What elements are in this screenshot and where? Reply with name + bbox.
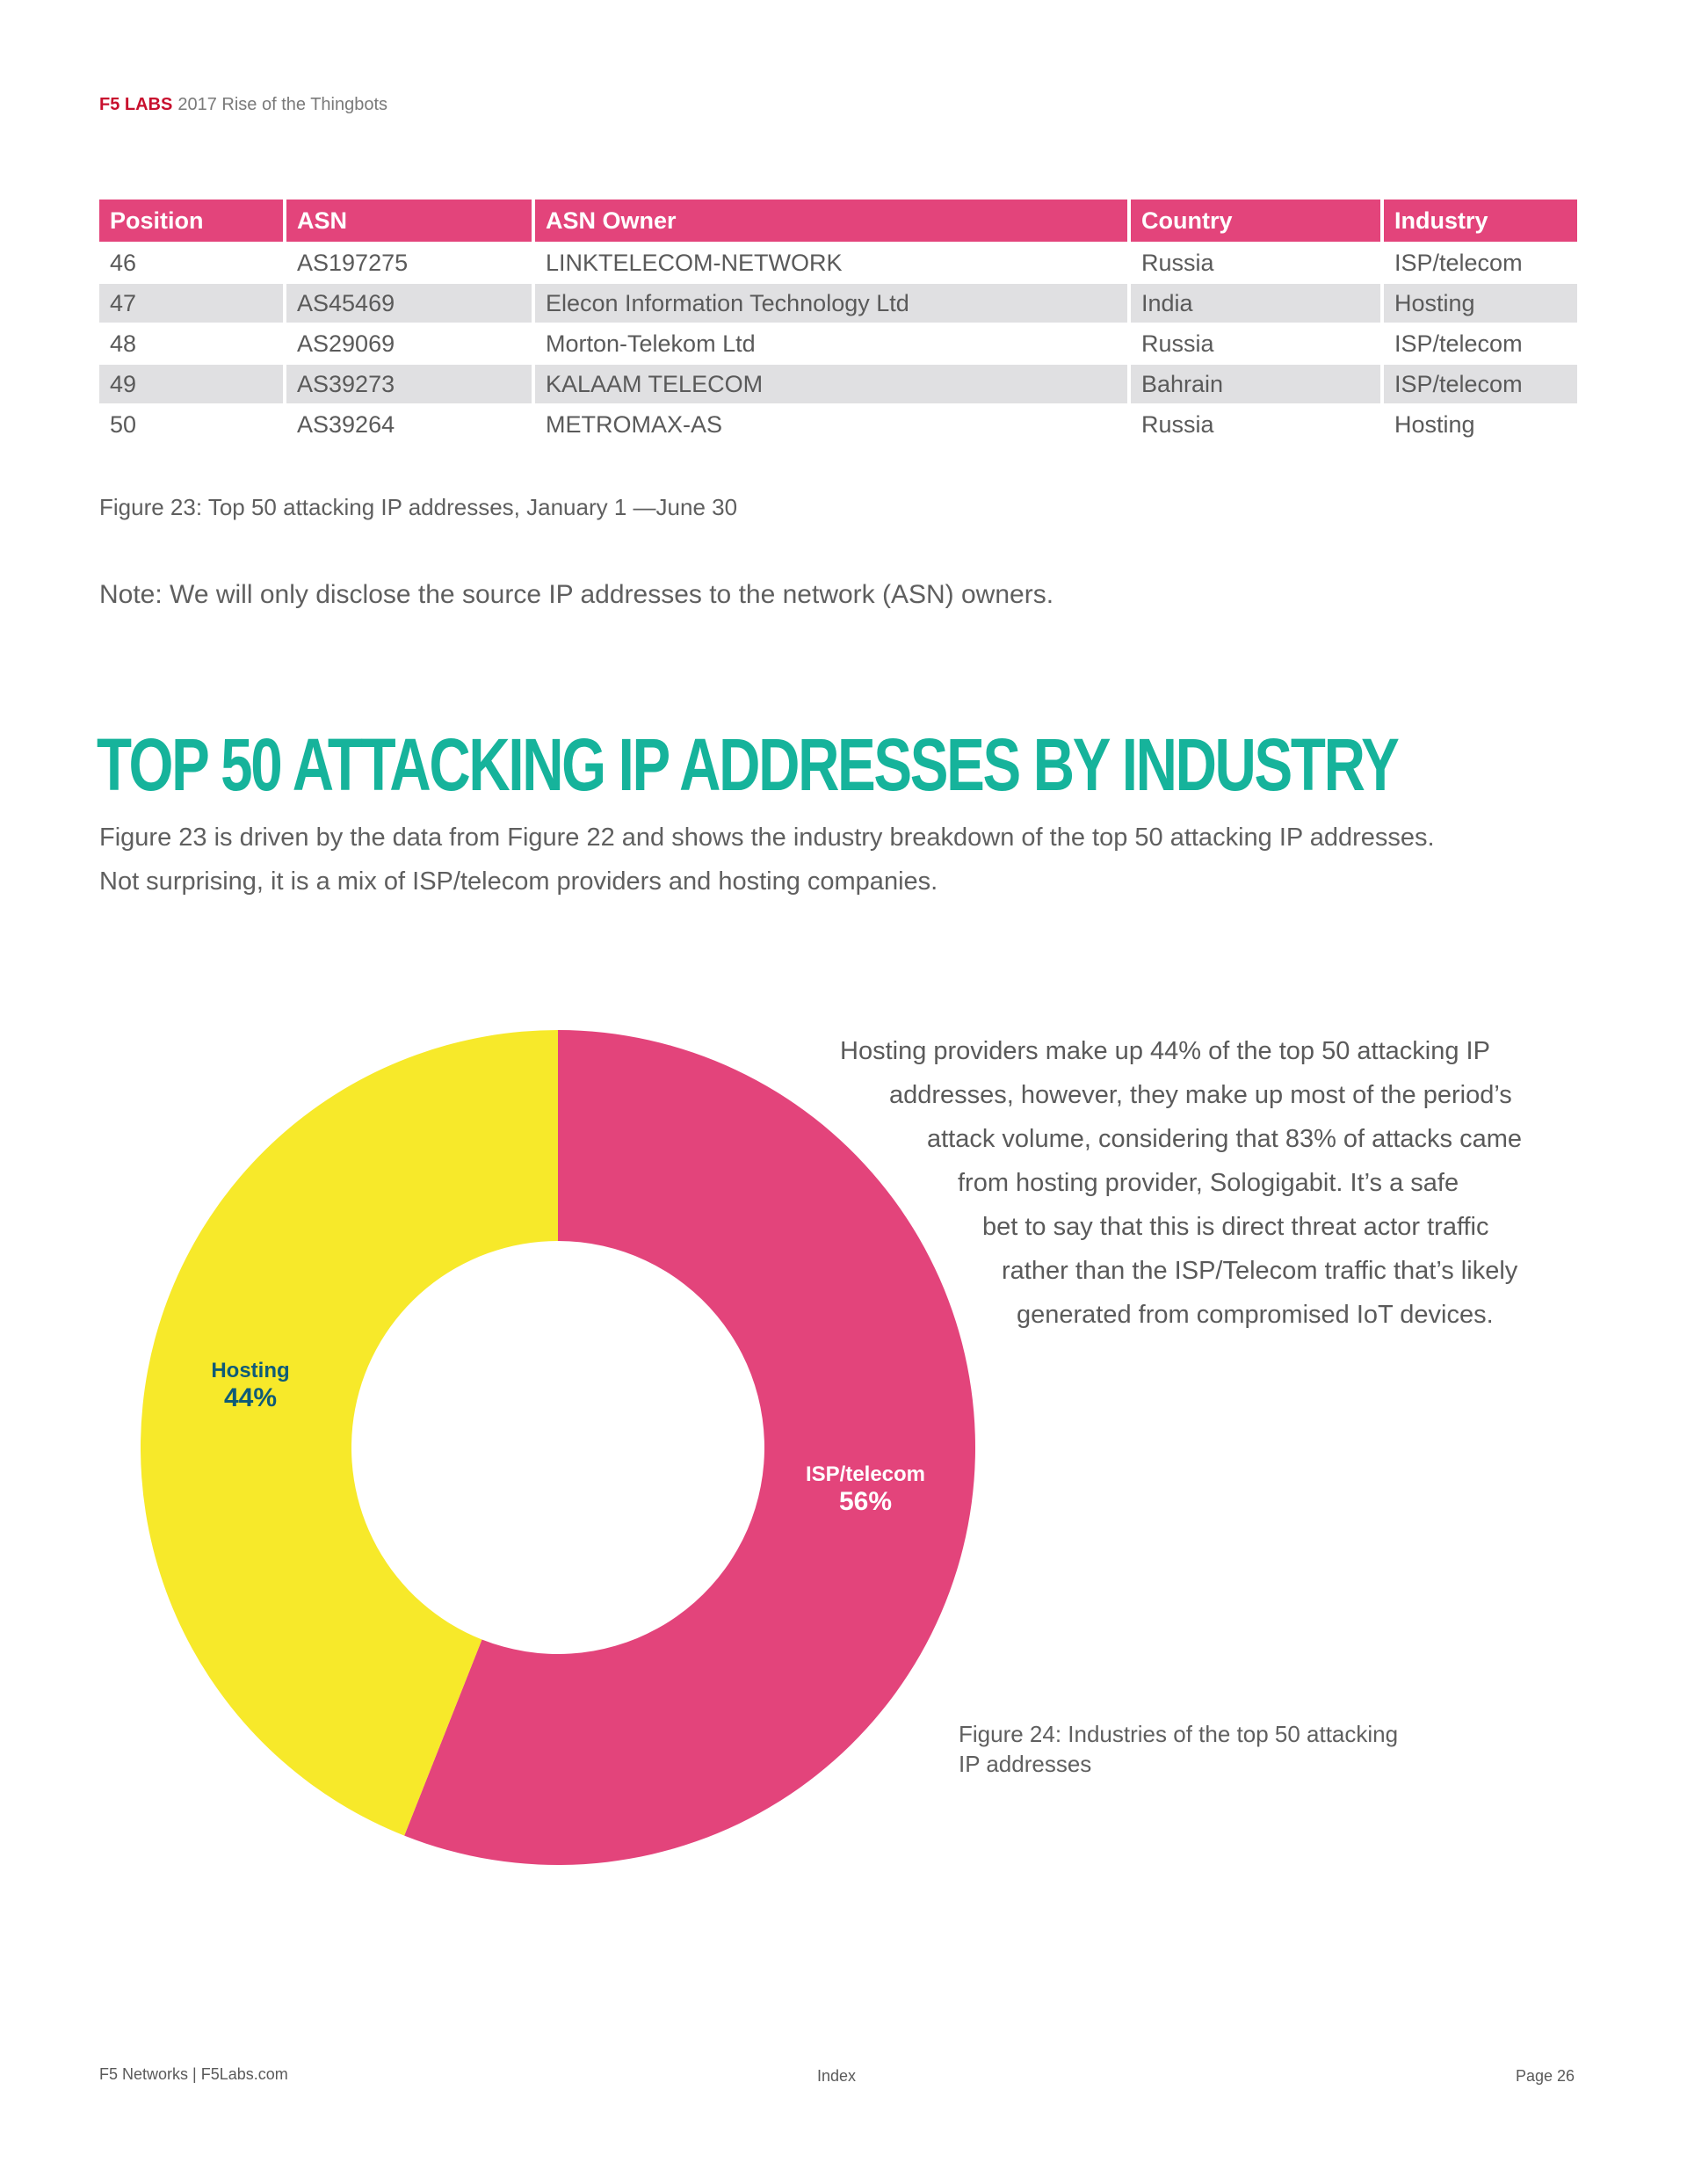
- page-header: F5 LABS 2017 Rise of the Thingbots: [99, 95, 387, 115]
- cell-asn: AS29069: [297, 330, 395, 357]
- cell-position: 46: [110, 249, 137, 276]
- cell-industry: ISP/telecom: [1384, 365, 1577, 403]
- table-header-row: Position ASN ASN Owner Country Industry: [99, 200, 1577, 242]
- column-header-asn: ASN: [286, 200, 532, 242]
- isp-slice-label: ISP/telecom 56%: [791, 1462, 940, 1517]
- industry-donut-chart: [141, 1030, 975, 1865]
- callout-line: bet to say that this is direct threat ac…: [982, 1213, 1489, 1241]
- column-header-asn-owner: ASN Owner: [535, 200, 1127, 242]
- cell-asn-owner: KALAAM TELECOM: [535, 365, 1127, 403]
- isp-label-percent: 56%: [838, 1487, 893, 1516]
- cell-asn: AS197275: [297, 249, 409, 276]
- cell-country: Russia: [1141, 410, 1214, 438]
- callout-line: rather than the ISP/Telecom traffic that…: [1002, 1257, 1518, 1285]
- cell-industry: Hosting: [1394, 410, 1475, 438]
- cell-asn-owner: LINKTELECOM-NETWORK: [546, 249, 843, 276]
- cell-asn: AS45469: [286, 284, 532, 323]
- table-row: 50 AS39264 METROMAX-AS Russia Hosting: [99, 405, 1577, 444]
- figure-24-caption-cont: IP addresses: [959, 1751, 1092, 1777]
- cell-country: India: [1131, 284, 1380, 323]
- cell-industry: ISP/telecom: [1394, 249, 1523, 276]
- hosting-label-percent: 44%: [223, 1383, 278, 1412]
- column-header-industry: Industry: [1384, 200, 1577, 242]
- donut-slice-isp-telecom: [404, 1030, 975, 1865]
- disclosure-note: Note: We will only disclose the source I…: [99, 580, 1054, 609]
- cell-asn-owner: Morton-Telekom Ltd: [546, 330, 756, 357]
- footer-index-link[interactable]: Index: [817, 2067, 857, 2085]
- footer-page-number: Page 26: [1516, 2067, 1575, 2085]
- column-header-country: Country: [1131, 200, 1380, 242]
- callout-line: attack volume, considering that 83% of a…: [927, 1125, 1523, 1153]
- cell-industry: ISP/telecom: [1394, 330, 1523, 357]
- isp-label-name: ISP/telecom: [805, 1462, 926, 1486]
- report-title: 2017 Rise of the Thingbots: [177, 95, 388, 114]
- cell-asn: AS39273: [286, 365, 532, 403]
- hosting-slice-label: Hosting 44%: [198, 1359, 303, 1413]
- asn-table: Position ASN ASN Owner Country Industry …: [96, 198, 1581, 446]
- cell-asn: AS39264: [297, 410, 395, 438]
- donut-slice-hosting: [141, 1030, 558, 1836]
- intro-line: Not surprising, it is a mix of ISP/telec…: [99, 867, 938, 896]
- table-row: 49 AS39273 KALAAM TELECOM Bahrain ISP/te…: [99, 365, 1577, 403]
- cell-position: 50: [110, 410, 137, 438]
- brand-name: F5 LABS: [99, 95, 173, 114]
- cell-asn-owner: Elecon Information Technology Ltd: [535, 284, 1127, 323]
- table-row: 48 AS29069 Morton-Telekom Ltd Russia ISP…: [99, 324, 1577, 363]
- column-header-position: Position: [99, 200, 283, 242]
- intro-line: Figure 23 is driven by the data from Fig…: [99, 824, 1435, 852]
- cell-position: 49: [99, 365, 283, 403]
- hosting-label-name: Hosting: [211, 1359, 290, 1382]
- cell-position: 48: [110, 330, 137, 357]
- cell-country: Russia: [1141, 249, 1214, 276]
- footer-company: F5 Networks | F5Labs.com: [99, 2065, 288, 2083]
- cell-asn-owner: METROMAX-AS: [546, 410, 723, 438]
- callout-line: from hosting provider, Sologigabit. It’s…: [958, 1169, 1459, 1197]
- callout-line: generated from compromised IoT devices.: [1017, 1301, 1494, 1329]
- cell-country: Russia: [1141, 330, 1214, 357]
- table-row: 46 AS197275 LINKTELECOM-NETWORK Russia I…: [99, 243, 1577, 282]
- section-title: Top 50 Attacking IP Addresses by Industr…: [97, 723, 1400, 806]
- section-intro: Figure 23 is driven by the data from Fig…: [99, 816, 1593, 903]
- callout-line: Hosting providers make up 44% of the top…: [840, 1037, 1490, 1065]
- table-row: 47 AS45469 Elecon Information Technology…: [99, 284, 1577, 323]
- cell-position: 47: [99, 284, 283, 323]
- cell-industry: Hosting: [1384, 284, 1577, 323]
- figure-24-caption: Figure 24: Industries of the top 50 atta…: [959, 1721, 1399, 1747]
- callout-line: addresses, however, they make up most of…: [889, 1081, 1512, 1109]
- figure-23-caption: Figure 23: Top 50 attacking IP addresses…: [99, 494, 738, 520]
- cell-country: Bahrain: [1131, 365, 1380, 403]
